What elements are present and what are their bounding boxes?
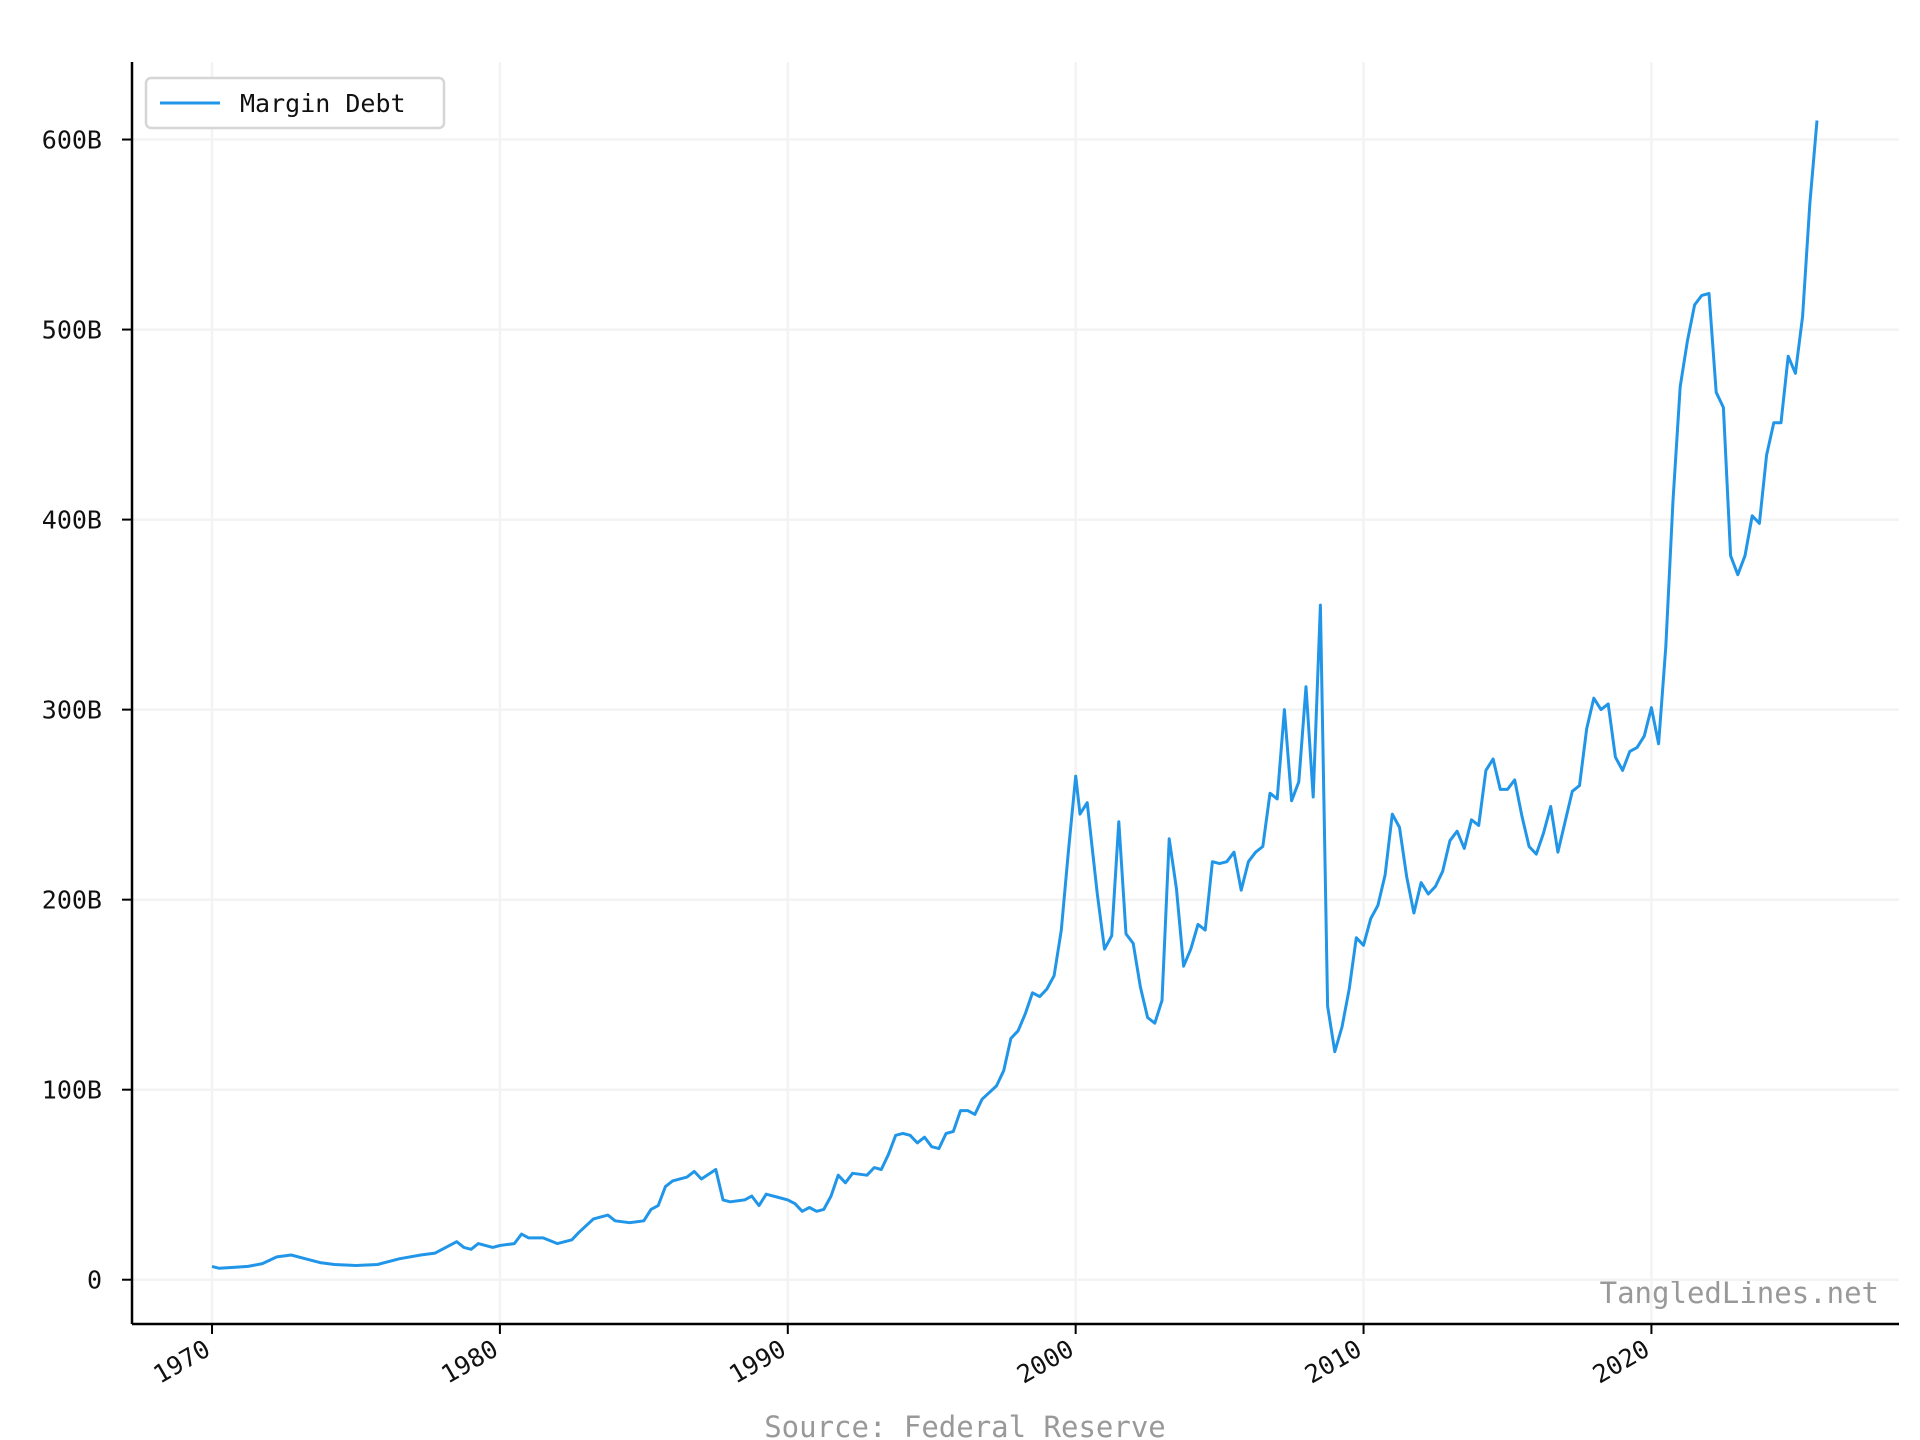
y-tick-label: 200B xyxy=(42,886,102,915)
x-tick-label: 2010 xyxy=(1300,1334,1367,1389)
y-tick-label: 600B xyxy=(42,126,102,155)
legend-label: Margin Debt xyxy=(240,89,406,118)
y-tick-label: 300B xyxy=(42,696,102,725)
watermark: TangledLines.net xyxy=(1600,1276,1879,1310)
data-line xyxy=(211,120,1819,1270)
x-tick-label: 1980 xyxy=(436,1334,503,1389)
source: Source: Federal Reserve xyxy=(764,1410,1166,1440)
x-tick-label: 2020 xyxy=(1588,1334,1655,1389)
y-tick-label: 500B xyxy=(42,316,102,345)
legend-box xyxy=(144,76,446,130)
y-tick-label: 400B xyxy=(42,506,102,535)
x-tick-label: 1970 xyxy=(148,1334,215,1389)
y-tick-label: 0 xyxy=(87,1266,102,1295)
x-tick-label: 2000 xyxy=(1012,1334,1079,1389)
x-tick-label: 1990 xyxy=(724,1334,791,1389)
y-tick-label: 100B xyxy=(42,1076,102,1105)
